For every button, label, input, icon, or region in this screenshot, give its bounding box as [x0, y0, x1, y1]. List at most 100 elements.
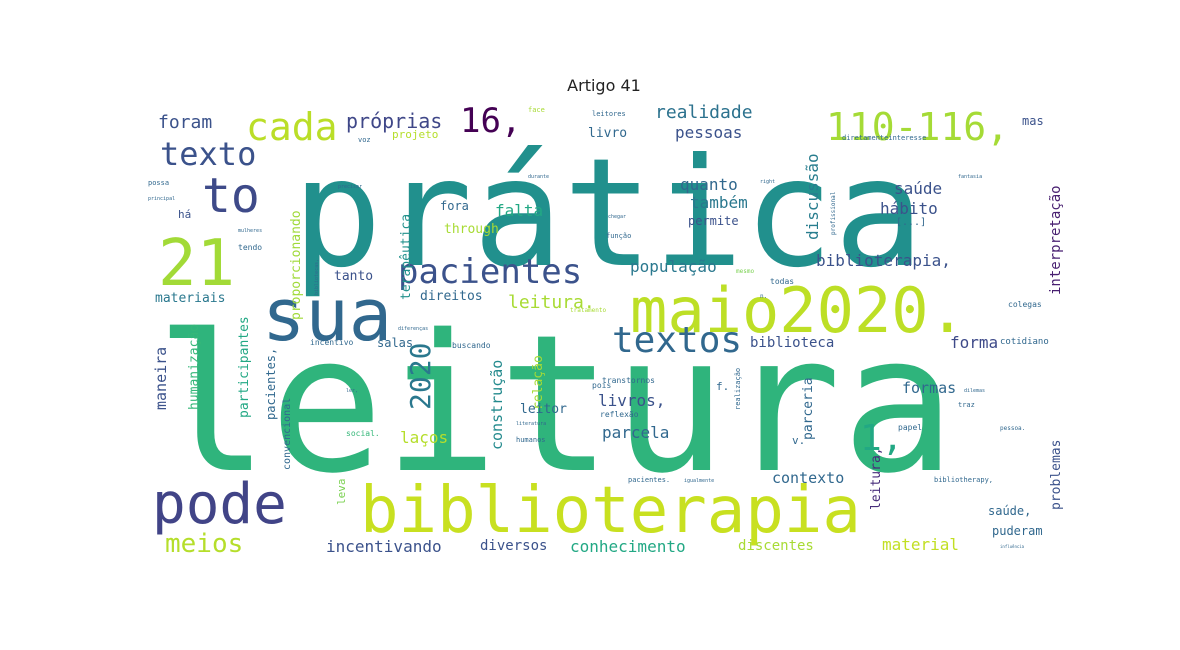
word-mark: projeto	[392, 128, 438, 141]
word-mark: tanto	[334, 269, 373, 284]
word-mark: forma	[950, 333, 998, 352]
word-mark: população	[630, 257, 717, 276]
word-mark: reflexão	[600, 410, 639, 419]
word-mark: incentivo	[310, 338, 354, 347]
word-mark: direitos	[420, 289, 483, 304]
word-mark: 1,	[860, 418, 903, 459]
word-mark: dilemas	[964, 388, 985, 394]
word-mark: cotidiano	[1000, 337, 1049, 347]
word-mark: texto	[160, 135, 256, 173]
word-mark: diferenças	[398, 326, 428, 332]
word-mark: v.	[792, 434, 805, 447]
word-mark: prática	[292, 127, 924, 301]
word-mark: papel	[898, 423, 922, 432]
word-mark: relação	[531, 355, 546, 410]
word-mark: mulheres	[238, 228, 262, 234]
word-mark: construção	[488, 360, 506, 450]
word-mark: leitura.	[508, 292, 595, 313]
word-mark: leitores	[592, 110, 626, 118]
word-mark: meios	[165, 529, 243, 559]
word-mark: chegar	[608, 214, 626, 220]
word-mark: literatura	[516, 421, 546, 427]
word-mark: maneira	[152, 347, 170, 410]
word-mark: próprias	[346, 109, 442, 133]
word-mark: também	[690, 193, 748, 212]
word-mark: permite	[688, 214, 739, 228]
word-mark: biblioterapia	[360, 474, 861, 548]
word-mark: parcela	[602, 423, 669, 442]
word-mark: pode	[152, 472, 287, 537]
word-mark: laços	[400, 428, 448, 447]
word-mark: ler,	[346, 388, 358, 394]
word-mark: through	[444, 222, 499, 237]
word-mark: textos	[612, 320, 742, 361]
word-mark: livro	[588, 126, 627, 141]
word-mark: puderam	[992, 524, 1043, 538]
word-mark: saúde	[894, 179, 942, 198]
word-mark: bibliotherapy,	[934, 476, 993, 484]
word-mark: n.	[760, 293, 767, 300]
word-mark: [...]	[896, 217, 926, 228]
word-mark: influência	[1000, 544, 1025, 549]
word-mark: falta	[495, 201, 543, 220]
word-mark: realização	[734, 368, 742, 410]
word-mark: leitor	[520, 402, 567, 417]
word-mark: todas	[770, 277, 794, 286]
word-mark: mesmo	[736, 268, 754, 275]
word-mark: humanos	[516, 436, 546, 444]
word-mark: contexto	[772, 469, 844, 487]
word-mark: salas	[377, 336, 413, 350]
word-mark: precisar	[338, 184, 362, 190]
word-mark: pessoas	[675, 123, 742, 142]
word-mark: cada	[246, 105, 338, 149]
word-mark: pessoa.	[1000, 425, 1025, 432]
word-mark: convencional	[282, 398, 293, 470]
word-mark: biblioteca	[750, 335, 834, 351]
word-mark: to	[202, 168, 260, 224]
word-mark: livros,	[598, 391, 665, 410]
word-mark: 110-116,	[826, 105, 1009, 149]
word-mark: material	[882, 535, 959, 554]
word-mark: humanização	[187, 324, 202, 410]
word-mark: formas	[902, 379, 956, 397]
word-mark: há	[178, 208, 191, 221]
word-mark: discussão	[803, 153, 822, 240]
word-mark: profissional	[830, 191, 837, 235]
word-mark: durante	[528, 174, 549, 180]
word-mark: pois	[592, 381, 611, 390]
word-mark: função	[606, 232, 631, 240]
word-mark: biblioterapia,	[816, 251, 951, 270]
word-mark: voz	[358, 136, 371, 144]
word-mark: maio2020.	[630, 274, 966, 347]
word-mark: traz	[958, 401, 975, 409]
word-mark: hábito	[880, 199, 938, 218]
word-mark: conhecimento	[570, 537, 686, 556]
word-mark: leitura	[155, 294, 956, 515]
word-mark: face	[528, 106, 545, 114]
word-mark: bibliotecas,	[314, 259, 320, 295]
word-mark: foram	[158, 112, 212, 133]
word-mark: parceria	[801, 377, 816, 440]
word-mark: f.	[716, 380, 729, 393]
word-cloud: leiturapráticabiblioterapiamaio2020.suap…	[148, 101, 1064, 559]
word-mark: incentivando	[326, 537, 442, 556]
word-mark: sua	[262, 273, 392, 357]
word-mark: quanto	[680, 175, 738, 194]
word-mark: 16,	[460, 101, 521, 141]
word-mark: pacientes.	[628, 476, 670, 484]
word-mark: realidade	[655, 102, 753, 123]
word-mark: social.	[346, 429, 380, 438]
word-mark: tratamento	[570, 307, 607, 314]
word-mark: 21	[158, 227, 235, 301]
word-mark: transtornos	[602, 376, 655, 385]
word-mark: interpretação	[1048, 185, 1064, 295]
word-mark: 2020	[404, 343, 437, 410]
word-mark: mas	[1022, 114, 1044, 128]
word-mark: diretamenteinteresse	[842, 134, 926, 142]
word-mark: leva	[335, 479, 348, 506]
word-mark: proporcionando	[289, 210, 304, 320]
word-mark: principal	[148, 196, 175, 202]
word-mark: pacientes,	[264, 348, 278, 420]
word-mark: saúde,	[988, 504, 1031, 518]
